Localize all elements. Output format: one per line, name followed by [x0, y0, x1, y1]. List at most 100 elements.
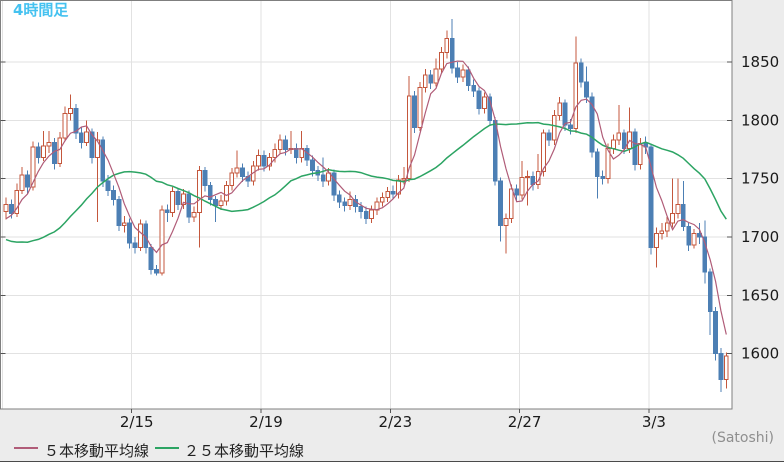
candle-bullish: [541, 132, 546, 173]
candle-bearish: [8, 203, 14, 215]
plot-border: [0, 0, 733, 410]
x-tick-label: 2/15: [120, 413, 154, 431]
ma5-legend-label: ５本移動平均線: [44, 442, 150, 460]
candle-bullish: [277, 139, 283, 150]
candle-bullish: [670, 213, 675, 224]
candle-bearish: [390, 190, 396, 195]
y-tick-label: 1650: [741, 286, 779, 304]
chart-title: 4時間足: [13, 1, 69, 19]
candle-bullish: [611, 139, 616, 149]
unit-label: (Satoshi): [711, 430, 774, 446]
candle-bearish: [116, 199, 122, 226]
candle-bearish: [342, 201, 348, 206]
candle-bullish: [159, 209, 165, 274]
ma25-line-swatch: [155, 447, 179, 449]
candle-bearish: [100, 139, 106, 182]
candle-bearish: [363, 210, 369, 219]
candle-bearish: [498, 180, 503, 226]
candle-bullish: [396, 179, 401, 195]
candle-bullish: [503, 217, 509, 226]
candle-bullish: [272, 148, 278, 159]
plot-area: [0, 0, 732, 409]
y-tick-label: 1750: [741, 170, 779, 188]
candle-bearish: [283, 139, 288, 150]
candle-bearish: [358, 206, 364, 212]
candle-bullish: [223, 185, 229, 202]
y-tick-label: 1850: [741, 53, 779, 71]
ma5-line-swatch: [14, 447, 38, 449]
candle-bearish: [320, 174, 326, 182]
candle-bullish: [460, 69, 466, 78]
candle-bearish: [240, 167, 245, 177]
candle-bearish: [680, 203, 686, 227]
candle-bearish: [73, 108, 79, 134]
candle-bearish: [111, 189, 116, 201]
candle-bearish: [310, 159, 315, 171]
candle-bearish: [514, 188, 520, 196]
candle-bearish: [293, 147, 299, 159]
x-tick-label: 3/3: [642, 413, 666, 431]
candle-bullish: [659, 230, 665, 234]
candle-bearish: [476, 90, 482, 110]
candle-bearish: [578, 62, 584, 83]
candle-bearish: [105, 180, 111, 191]
candle-bullish: [68, 108, 73, 114]
candle-bearish: [718, 353, 724, 380]
candle-bearish: [702, 236, 708, 273]
candle-bullish: [14, 189, 20, 215]
candle-bullish: [256, 154, 262, 167]
candle-bearish: [89, 131, 95, 159]
candle-bullish: [422, 74, 428, 89]
candle-bullish: [401, 178, 407, 181]
x-tick-label: 2/19: [249, 413, 283, 431]
candle-bullish: [41, 145, 47, 159]
candle-bullish: [551, 115, 557, 141]
candle-bearish: [546, 132, 552, 141]
y-tick-label: 1800: [741, 111, 779, 129]
candle-bearish: [686, 225, 692, 246]
candle-bearish: [465, 69, 471, 86]
candle-bearish: [35, 146, 41, 159]
candle-bullish: [573, 62, 579, 129]
candle-bullish: [439, 52, 444, 70]
candle-bullish: [84, 131, 90, 143]
candle-bearish: [449, 38, 455, 69]
candle-bullish: [482, 96, 487, 110]
candle-bullish: [723, 355, 729, 380]
candle-bullish: [218, 200, 224, 206]
candle-bearish: [589, 96, 595, 153]
candle-bearish: [261, 154, 267, 167]
candle-bullish: [654, 232, 659, 248]
candle-bullish: [525, 175, 530, 178]
candle-bullish: [557, 102, 563, 117]
x-tick-label: 2/23: [378, 413, 412, 431]
candle-bullish: [691, 232, 697, 246]
candle-bearish: [207, 185, 213, 201]
candle-bearish: [471, 84, 477, 92]
candle-bullish: [191, 211, 197, 218]
candle-bearish: [600, 175, 606, 180]
candle-bearish: [175, 190, 181, 205]
candle-bearish: [648, 146, 654, 248]
candle-bullish: [379, 196, 385, 203]
candle-bearish: [568, 124, 573, 129]
candle-bullish: [637, 143, 643, 166]
candle-bearish: [632, 131, 638, 166]
candle-bullish: [347, 199, 353, 206]
candle-bullish: [19, 174, 25, 191]
candle-bearish: [148, 246, 154, 271]
candle-bearish: [78, 132, 84, 143]
candle-bullish: [664, 222, 670, 232]
candle-bullish: [170, 190, 176, 213]
ma5-line: [5, 60, 727, 335]
candle-bearish: [331, 172, 337, 196]
y-tick-label: 1600: [741, 345, 779, 363]
candle-bullish: [229, 172, 235, 187]
y-tick-label: 1700: [741, 228, 779, 246]
candle-bearish: [213, 199, 219, 206]
candle-bullish: [94, 139, 100, 159]
candle-bearish: [132, 242, 138, 248]
candle-bullish: [137, 223, 143, 248]
